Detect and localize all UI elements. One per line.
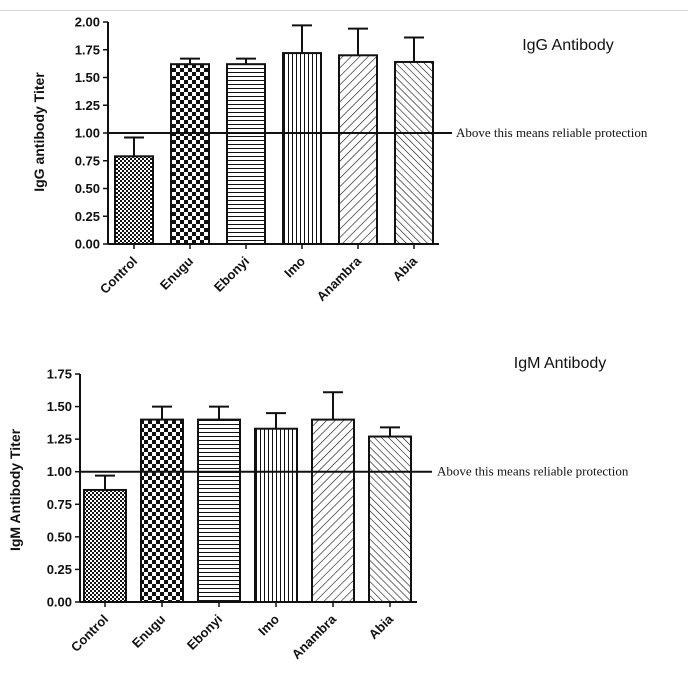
bar-abia bbox=[368, 435, 412, 603]
y-tick-label: 1.00 bbox=[47, 464, 72, 479]
bar-ebonyi bbox=[197, 418, 241, 603]
x-tick-label: Enugu bbox=[129, 611, 168, 650]
top-divider bbox=[0, 10, 688, 11]
reference-line-label: Above this means reliable protection bbox=[437, 464, 629, 479]
x-tick-label: Imo bbox=[255, 611, 282, 638]
chart-title: IgG Antibody bbox=[522, 37, 614, 54]
y-tick-label: 1.75 bbox=[75, 42, 100, 57]
bar-control bbox=[83, 488, 127, 603]
bar-abia bbox=[394, 60, 434, 245]
bar-enugu bbox=[170, 63, 210, 246]
reference-line-label: Above this means reliable protection bbox=[456, 125, 648, 140]
x-tick-label: Control bbox=[97, 254, 140, 297]
x-tick-label: Ebonyi bbox=[211, 254, 252, 295]
y-tick-label: 0.00 bbox=[75, 237, 100, 252]
y-tick-label: 0.75 bbox=[47, 497, 72, 512]
chart-panel-1: IgG Antibody IgG antibody Titer 0.00 0.25 0.… bbox=[31, 15, 648, 304]
y-tick-label: 0.50 bbox=[47, 529, 72, 544]
bar-control bbox=[114, 155, 154, 245]
bar-imo bbox=[254, 427, 298, 603]
x-tick-label: Imo bbox=[281, 253, 308, 280]
y-tick-label: 1.50 bbox=[47, 399, 72, 414]
x-tick-label: Anambra bbox=[289, 611, 340, 662]
y-tick-label: 1.25 bbox=[75, 98, 100, 113]
y-tick-label: 2.00 bbox=[75, 15, 100, 30]
chart-title: IgM Antibody bbox=[514, 355, 607, 372]
y-tick-label: 1.50 bbox=[75, 70, 100, 85]
y-tick-label: 1.75 bbox=[47, 367, 72, 382]
x-tick-label: Abia bbox=[390, 253, 421, 284]
x-tick-label: Abia bbox=[366, 611, 397, 642]
y-tick-label: 0.50 bbox=[75, 181, 100, 196]
x-tick-label: Control bbox=[68, 612, 111, 655]
y-tick-label: 0.75 bbox=[75, 153, 100, 168]
y-tick-label: 0.00 bbox=[47, 595, 72, 610]
x-tick-label: Ebonyi bbox=[184, 612, 225, 653]
y-tick-label: 1.00 bbox=[75, 126, 100, 141]
y-tick-label: 0.25 bbox=[47, 562, 72, 577]
y-tick-label: 0.25 bbox=[75, 209, 100, 224]
bar-anambra bbox=[338, 54, 378, 245]
x-tick-label: Anambra bbox=[314, 253, 365, 304]
y-tick-label: 1.25 bbox=[47, 432, 72, 447]
bar-anambra bbox=[311, 418, 355, 603]
bar-ebonyi bbox=[226, 63, 266, 246]
y-axis-label: IgM Antibody Titer bbox=[7, 428, 23, 551]
y-axis-label: IgG antibody Titer bbox=[31, 72, 47, 192]
bar-imo bbox=[282, 52, 322, 245]
bar-enugu bbox=[140, 418, 184, 603]
x-tick-label: Enugu bbox=[157, 253, 196, 292]
chart-panel-2: IgM Antibody IgM Antibody Titer 0.00 0.25 0.… bbox=[7, 355, 629, 662]
